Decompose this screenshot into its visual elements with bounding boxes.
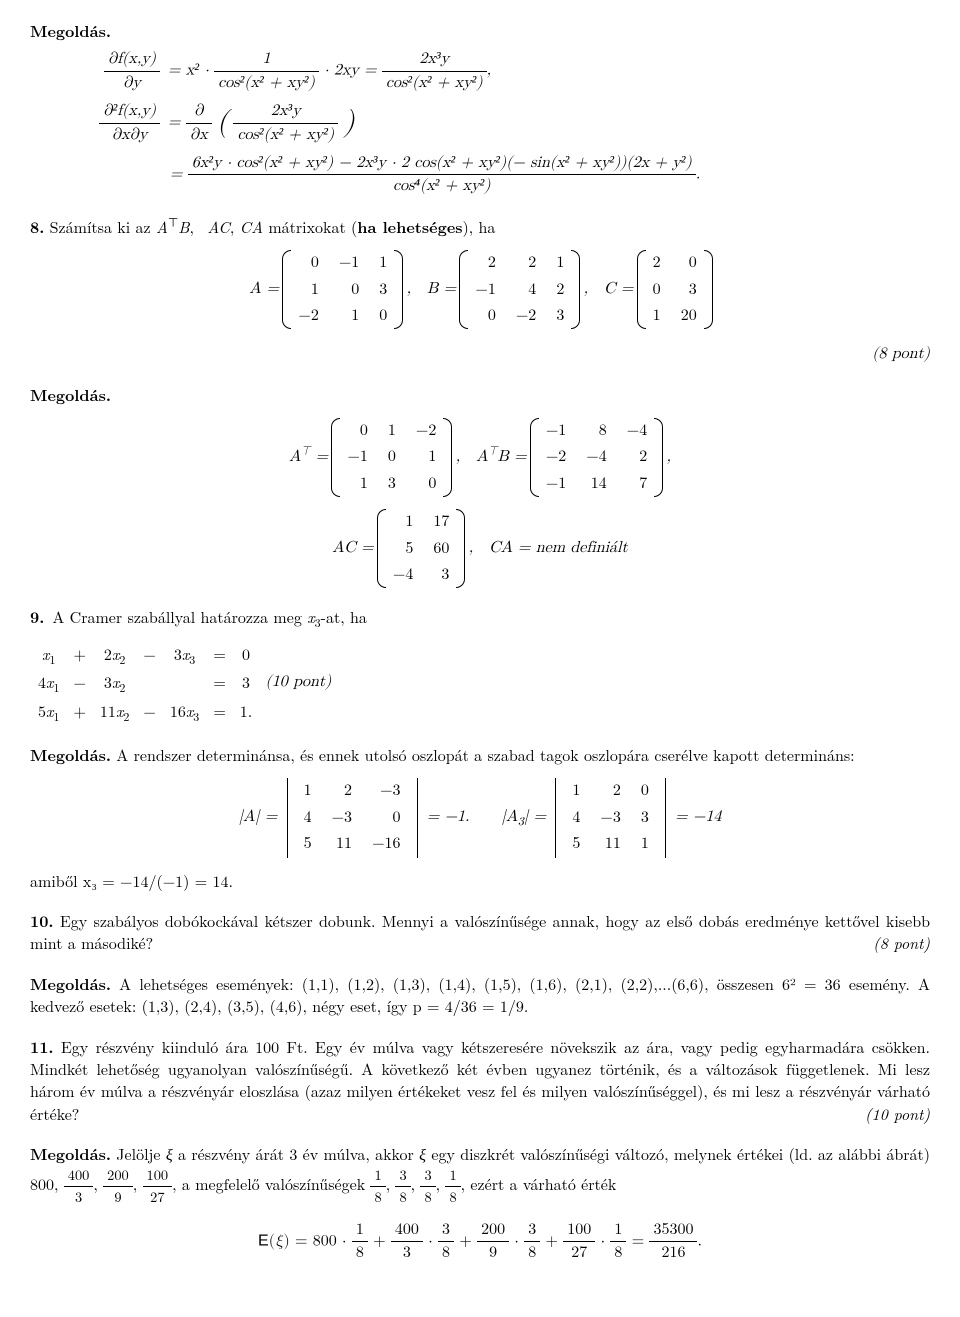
problem-number: 11. [30,1035,54,1058]
problem-8-text: Számítsa ki az A⊤B, AC, CA mátrixokat (h… [50,215,496,238]
solution-10-text: A lehetséges események: (1,1), (1,2), (1… [30,972,930,1017]
solution-block-derivatives: Megoldás. ∂f(x,y)∂y = x² · 1cos²(x² + xy… [30,20,930,198]
problem-10-points: (8 pont) [873,932,930,954]
matrix-ATB: −18−4 −2−42 −1147 [536,418,657,497]
solution-11: Megoldás. Jelölje ξ a részvény árát 3 év… [30,1143,930,1264]
solution-10: Megoldás. A lehetséges események: (1,1),… [30,973,930,1018]
problem-10: 10. Egy szabályos dobókockával kétszer d… [30,910,930,955]
problem-11: 11. Egy részvény kiinduló ára 100 Ft. Eg… [30,1036,930,1126]
solution-label: Megoldás. [30,383,111,406]
eq2-numerator: 6x²y · cos²(x² + xy²) − 2x³y · 2 cos(x² … [188,152,696,175]
eq2-denominator: cos⁴(x² + xy²) [188,175,696,197]
matrix-AC: 117 560 −43 [383,509,459,588]
eq-dfdy-rhs: = x² · 1cos²(x² + xy²) · 2xy = 2x³ycos²(… [168,48,491,94]
solution-9-conclude: amiből x₃ = −14/(−1) = 14. [30,870,930,892]
problem-8: 8. Számítsa ki az A⊤B, AC, CA mátrixokat… [30,216,930,366]
problem-9-text: A Cramer szabállyal határozza meg x3-at,… [52,606,367,628]
problem-number: 8. [30,215,44,238]
solution-label: Megoldás. [30,743,111,766]
eq-d2f-rhs1: = ∂∂x ( 2x³ycos²(x² + xy²) ) [168,100,355,146]
solution-9: Megoldás. A rendszer determinánsa, és en… [30,744,930,892]
problem-11-text: Egy részvény kiinduló ára 100 Ft. Egy év… [30,1035,930,1125]
problem-number: 9. [30,606,44,628]
expectation-formula: E(ξ) = 800 · 18 + 4003 · 38 + 2009 · 38 … [30,1219,930,1265]
detA3-value: = −14 [675,809,721,825]
problem-9: 9. A Cramer szabállyal határozza meg x3-… [30,606,930,726]
problem-number: 10. [30,909,54,932]
solution-label: Megoldás. [30,972,111,995]
problem-10-text: Egy szabályos dobókockával kétszer dobun… [30,909,930,954]
problem-11-points: (10 pont) [865,1103,930,1125]
detA-value: = −1. [427,809,470,825]
solution-9-intro: A rendszer determinánsa, és ennek utolsó… [116,743,854,766]
solution-label: Megoldás. [30,19,111,42]
eq-d2f: ∂²f(x,y)∂x∂y = ∂∂x ( 2x³ycos²(x² + xy²) … [60,100,900,146]
det-A: 12−3 4−30 511−16 [287,778,418,857]
solution-11-text: Jelölje ξ a részvény árát 3 év múlva, ak… [30,1142,930,1195]
matrix-C: 20 03 120 [643,250,707,329]
solution-label: Megoldás. [30,1142,111,1165]
solution-8: Megoldás. A⊤ = 01−2 −101 130 , A⊤B = −18… [30,384,930,589]
matrix-AT: 01−2 −101 130 [337,418,446,497]
matrix-B: 221 −142 0−23 [465,250,574,329]
eq-d2f-expand: = 6x²y · cos²(x² + xy²) − 2x³y · 2 cos(x… [170,152,900,198]
problem-8-points: (8 pont) [872,346,930,362]
eq-dfdy: ∂f(x,y)∂y = x² · 1cos²(x² + xy²) · 2xy =… [60,48,900,94]
det-A3: 120 4−33 5111 [555,778,665,857]
matrix-A: 0−11 103 −210 [288,250,397,329]
problem-9-points: (10 pont) [266,674,332,690]
problem-8-matrices: A = 0−11 103 −210 , B = 221 −142 0−23 , … [30,250,930,329]
